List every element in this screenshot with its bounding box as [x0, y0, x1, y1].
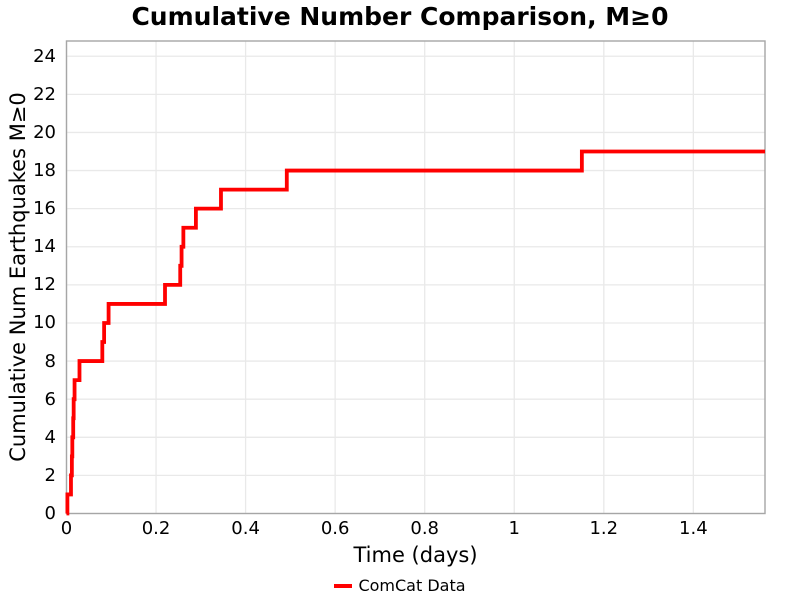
y-tick-label: 20 — [33, 121, 56, 143]
y-tick-label: 16 — [33, 198, 56, 220]
y-tick-label: 18 — [33, 160, 56, 182]
x-axis-label: Time (days) — [353, 543, 478, 567]
y-tick-label: 0 — [44, 503, 56, 524]
legend: ComCat Data — [0, 575, 800, 597]
series-line-comcat-data — [65, 149, 765, 516]
y-tick-label: 12 — [33, 274, 56, 296]
legend-label: ComCat Data — [358, 576, 466, 595]
plot-spines — [65, 40, 766, 515]
y-tick-label: 10 — [33, 312, 56, 334]
y-tick-label: 14 — [33, 236, 56, 258]
y-tick-label: 4 — [44, 426, 56, 448]
x-tick-label: 0.4 — [231, 518, 260, 539]
y-tick-label: 8 — [44, 350, 56, 372]
y-tick-label: 22 — [33, 83, 56, 105]
x-tick-label: 1.4 — [679, 518, 708, 539]
x-tick-label: 0.8 — [410, 518, 440, 539]
x-tick-label: 1 — [508, 518, 520, 539]
legend-line-marker — [334, 584, 353, 588]
x-tick-label: 0 — [60, 518, 73, 539]
y-tick-label: 2 — [44, 464, 56, 486]
x-tick-label: 0.2 — [141, 518, 171, 539]
x-tick-label: 0.6 — [320, 518, 350, 539]
x-tick-label: 1.2 — [589, 518, 619, 539]
y-tick-label: 6 — [44, 388, 56, 410]
y-tick-label: 24 — [33, 45, 56, 67]
chart-title: Cumulative Number Comparison, M≥0 — [131, 2, 669, 31]
